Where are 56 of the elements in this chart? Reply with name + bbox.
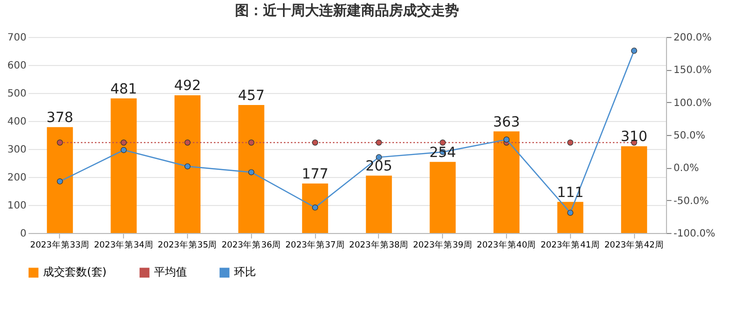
y2-tick-label: 100.0%	[674, 98, 712, 109]
point	[312, 204, 318, 211]
bar	[557, 202, 584, 233]
x-tick-label: 2023年第38周	[349, 240, 409, 250]
x-tick-label: 2023年第41周	[540, 240, 600, 250]
y-tick-label: 0	[20, 228, 26, 240]
data-label: 177	[302, 166, 328, 182]
data-label: 363	[493, 114, 520, 130]
bar	[238, 105, 264, 233]
x-tick-label: 2023年第36周	[222, 240, 282, 250]
data-label: 205	[366, 158, 392, 175]
y2-tick-label: 150.0%	[674, 65, 712, 76]
point	[120, 146, 127, 154]
y2-tick-label: 0.0%	[674, 163, 699, 174]
legend-label: 成交套数(套)	[43, 266, 107, 279]
y2-tick-label: -100.0%	[674, 228, 716, 240]
data-label: 310	[620, 129, 648, 146]
y-tick-label: 600	[7, 60, 26, 72]
bar	[430, 162, 456, 233]
x-tick-label: 2023年第39周	[412, 240, 472, 250]
bar	[174, 95, 200, 233]
data-label: 378	[46, 110, 74, 126]
x-tick-label: 2023年第34周	[94, 240, 154, 250]
y-tick-label: 200	[7, 172, 26, 184]
data-label: 457	[238, 88, 265, 104]
y2-tick-label: -50.0%	[674, 196, 709, 207]
data-label: 492	[174, 78, 201, 94]
y-tick-label: 100	[7, 200, 26, 212]
y2-tick-label: 50.0%	[674, 130, 706, 142]
point	[184, 163, 191, 170]
y2-tick-label: 200.0%	[674, 32, 712, 44]
y-tick-label: 300	[7, 144, 26, 156]
bar	[621, 146, 648, 233]
y-tick-label: 500	[7, 88, 26, 100]
legend-label: 环比	[234, 266, 256, 279]
bar	[46, 127, 73, 233]
data-label: 481	[110, 81, 138, 98]
x-tick-label: 2023年第42周	[604, 240, 664, 250]
point	[503, 136, 510, 143]
x-tick-label: 2023年第33周	[30, 240, 90, 250]
x-tick-label: 2023年第37周	[285, 240, 345, 250]
x-tick-label: 2023年第35周	[158, 240, 218, 250]
legend-label: 平均值	[154, 266, 187, 279]
point	[248, 169, 254, 176]
y-tick-label: 700	[7, 32, 26, 44]
point	[376, 154, 382, 160]
point	[631, 48, 638, 54]
chart-title: 图：近十周大连新建商品房成交走势	[235, 2, 459, 19]
x-tick-label: 2023年第40周	[476, 240, 536, 250]
point	[56, 178, 63, 184]
bar	[366, 176, 392, 233]
y-tick-label: 400	[7, 116, 26, 128]
bar	[494, 131, 520, 233]
point	[567, 210, 574, 216]
bar	[110, 98, 137, 233]
bar	[302, 183, 328, 233]
